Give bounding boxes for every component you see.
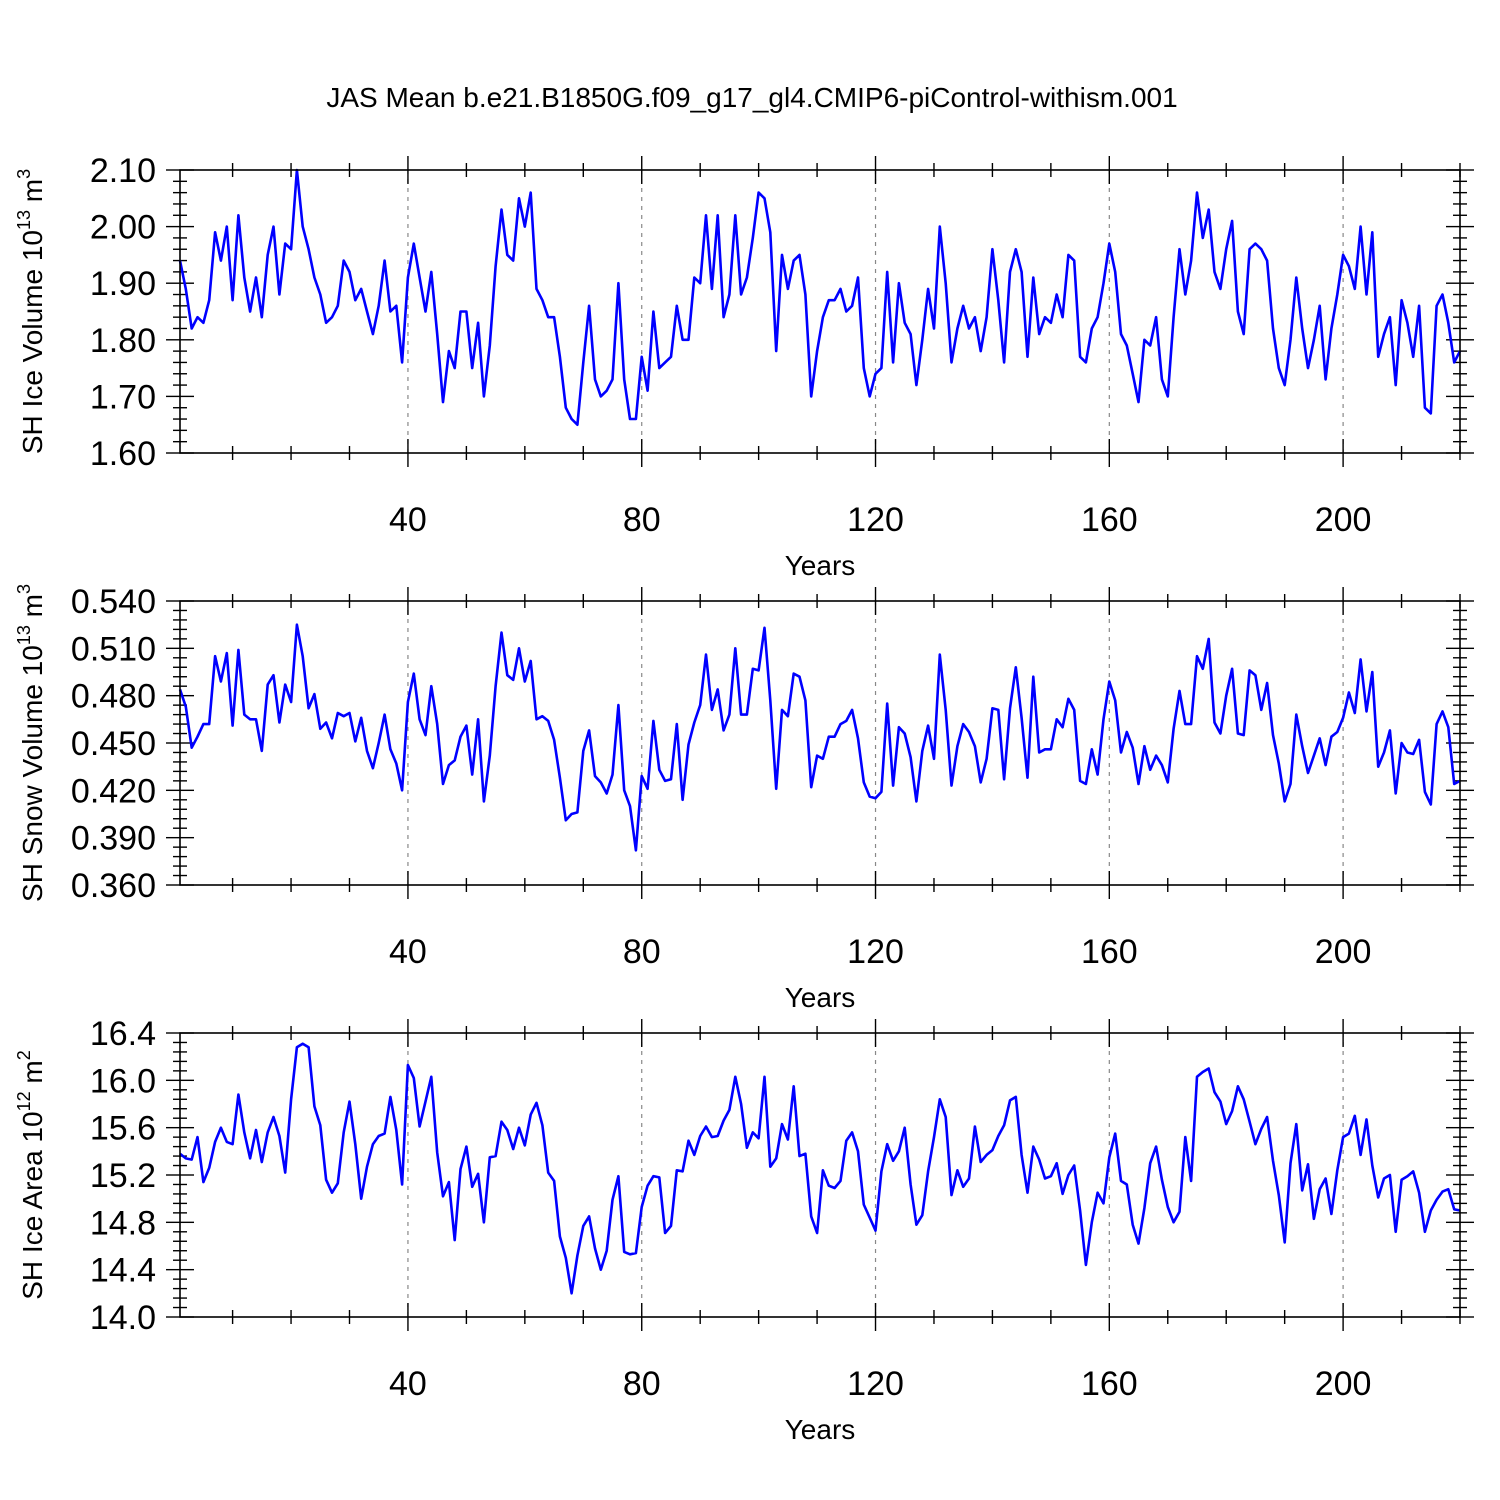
- x-tick-label: 80: [623, 501, 661, 539]
- y-tick-label: 0.540: [71, 583, 156, 621]
- x-tick-label: 200: [1315, 933, 1372, 971]
- x-tick-label: 160: [1081, 933, 1138, 971]
- x-tick-label: 40: [389, 933, 427, 971]
- x-axis-label: Years: [785, 550, 856, 581]
- x-tick-label: 120: [847, 501, 904, 539]
- x-axis-label: Years: [785, 1414, 856, 1445]
- ice-area-series-line: [179, 1042, 1461, 1295]
- x-tick-label: 120: [847, 1365, 904, 1403]
- x-axis-label: Years: [785, 982, 856, 1013]
- plot-frame: [179, 169, 1461, 454]
- y-axis-label: SH Snow Volume 1013 m3: [14, 584, 48, 902]
- y-tick-label: 15.6: [90, 1110, 156, 1148]
- y-tick-label: 16.0: [90, 1062, 156, 1100]
- y-tick-label: 0.420: [71, 772, 156, 810]
- y-axis-label: SH Ice Volume 1013 m3: [14, 169, 48, 454]
- y-tick-label: 1.70: [90, 378, 156, 416]
- y-tick-label: 15.2: [90, 1157, 156, 1195]
- ice-volume-panel: 1.60 1.70 1.80 1.90 2.00 2.10 40 80 120 160 200 Yea…: [14, 152, 1474, 581]
- y-tick-label: 0.480: [71, 678, 156, 716]
- x-tick-label: 40: [389, 1365, 427, 1403]
- figure-title: JAS Mean b.e21.B1850G.f09_g17_gl4.CMIP6-…: [326, 82, 1177, 113]
- ice-area-panel: 14.0 14.4 14.8 15.2 15.6 16.0 16.4 40 80 120 160 20…: [14, 1015, 1474, 1445]
- y-tick-label: 0.360: [71, 867, 156, 905]
- y-tick-label: 2.00: [90, 209, 156, 247]
- x-tick-label: 160: [1081, 1365, 1138, 1403]
- y-axis-label: SH Ice Area 1012 m2: [14, 1050, 48, 1300]
- y-tick-label: 16.4: [90, 1015, 156, 1053]
- snow-volume-panel: 0.360 0.390 0.420 0.450 0.480 0.510 0.540 40 80 1…: [14, 583, 1474, 1013]
- x-tick-label: 160: [1081, 501, 1138, 539]
- ice-volume-series-line: [178, 168, 1462, 427]
- y-tick-label: 14.4: [90, 1252, 156, 1290]
- snow-volume-series-line: [178, 623, 1461, 852]
- y-tick-label: 14.8: [90, 1204, 156, 1242]
- y-tick-label: 14.0: [90, 1299, 156, 1337]
- y-tick-label: 1.60: [90, 435, 156, 473]
- x-tick-label: 200: [1315, 1365, 1372, 1403]
- y-tick-label: 0.390: [71, 820, 156, 858]
- y-tick-label: 0.450: [71, 725, 156, 763]
- plot-frame: [179, 600, 1461, 886]
- y-tick-label: 1.80: [90, 322, 156, 360]
- x-tick-label: 80: [623, 933, 661, 971]
- x-tick-label: 200: [1315, 501, 1372, 539]
- y-tick-label: 1.90: [90, 265, 156, 303]
- y-tick-label: 2.10: [90, 152, 156, 190]
- x-tick-label: 80: [623, 1365, 661, 1403]
- plot-frame: [179, 1032, 1461, 1318]
- y-tick-label: 0.510: [71, 630, 156, 668]
- x-tick-label: 120: [847, 933, 904, 971]
- x-tick-label: 40: [389, 501, 427, 539]
